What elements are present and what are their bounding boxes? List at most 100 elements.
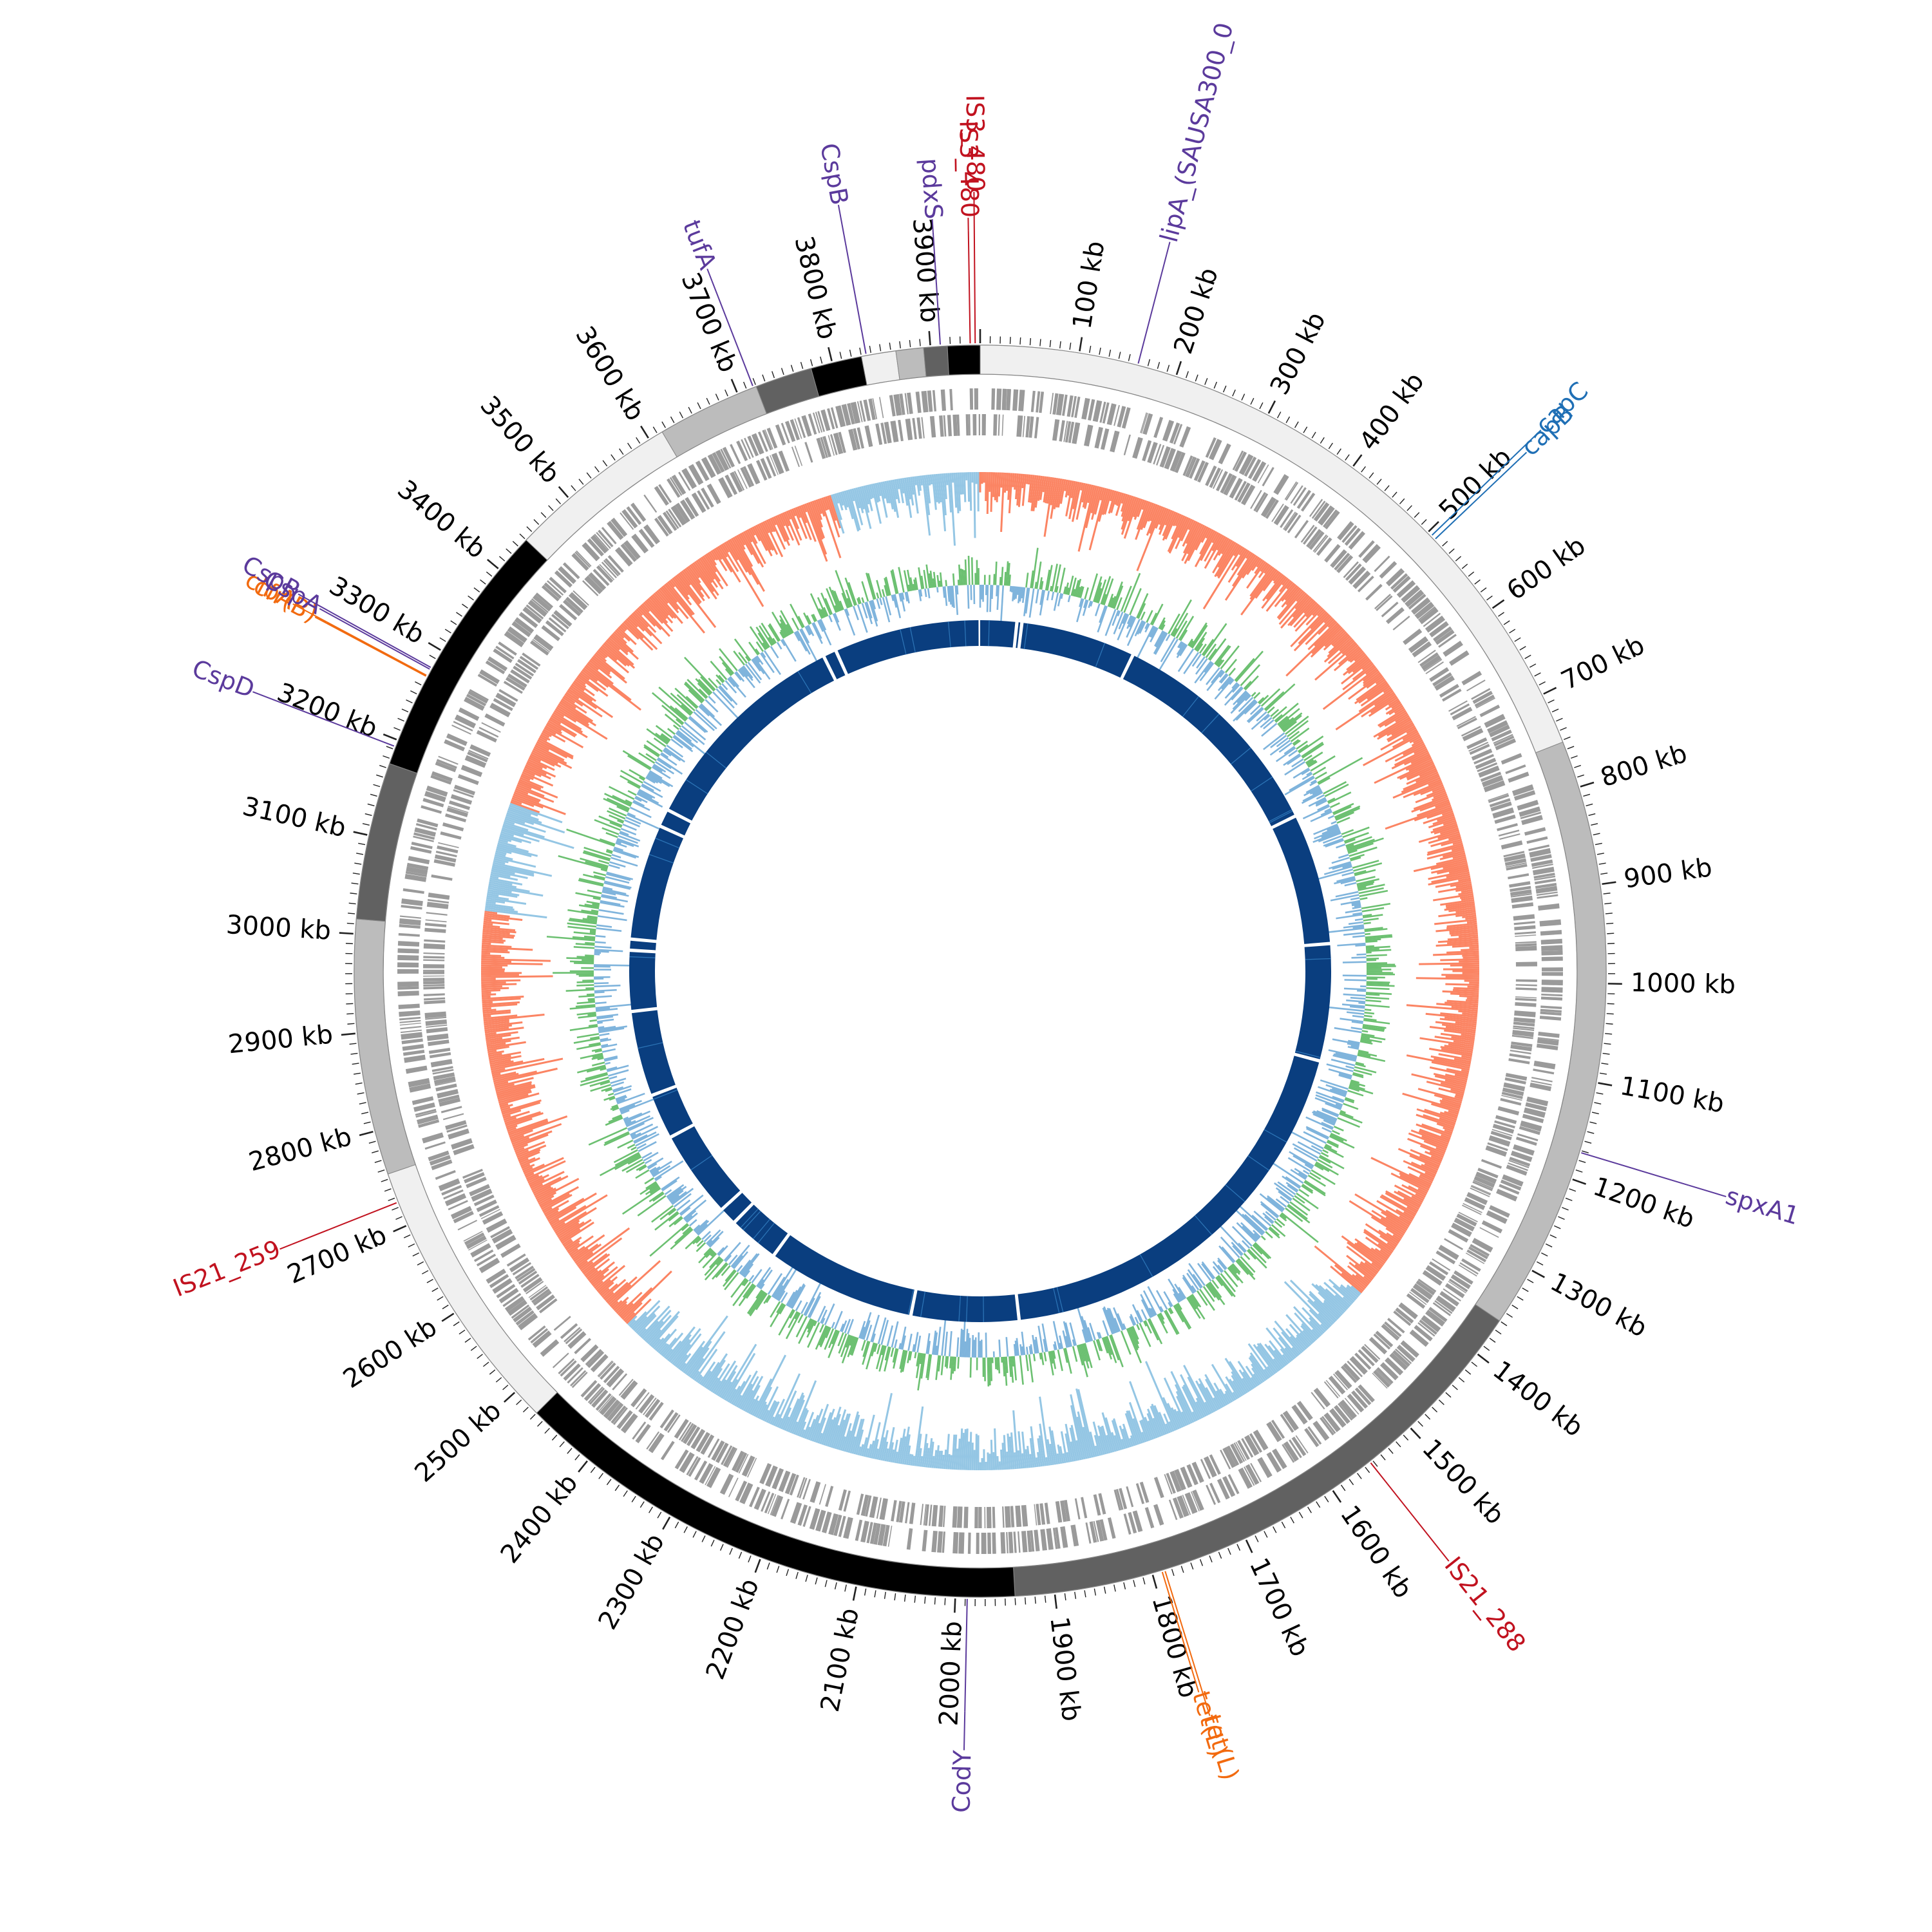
gc-skew-bar	[863, 485, 870, 505]
gc-skew-bar	[1267, 1345, 1285, 1367]
gc-skew-bar	[846, 1411, 859, 1453]
gc-content-bar	[820, 592, 831, 616]
gc-content-bar	[609, 786, 635, 800]
feature-block	[449, 800, 471, 810]
feature-block	[1312, 1421, 1330, 1441]
gc-skew-bar	[531, 1183, 544, 1191]
gc-content-bar	[1235, 700, 1257, 721]
feature-block	[560, 1323, 578, 1340]
gc-skew-bar	[973, 472, 976, 538]
gc-content-bar	[1079, 598, 1083, 607]
gc-content-bar	[1206, 1283, 1220, 1301]
gc-content-bar	[626, 1115, 650, 1128]
gc-content-bar	[630, 1132, 641, 1139]
gc-skew-bar	[857, 1446, 862, 1455]
gc-content-bar	[688, 689, 703, 704]
gc-content-bar	[569, 1005, 596, 1010]
gc-skew-bar	[1354, 652, 1365, 662]
feature-block	[423, 975, 445, 977]
gc-content-bar	[1276, 737, 1289, 748]
gc-content-bar	[1294, 1168, 1308, 1178]
feature-block	[1457, 717, 1477, 730]
gc-skew-bar	[545, 1210, 559, 1219]
feature-block	[1513, 1025, 1535, 1030]
gc-skew-bar	[1405, 757, 1432, 771]
feature-block	[1070, 1524, 1079, 1547]
feature-block	[1495, 1115, 1517, 1124]
gc-content-bar	[700, 703, 715, 717]
feature-block	[1452, 706, 1473, 721]
gc-skew-bar	[650, 595, 669, 616]
feature-block	[645, 1399, 661, 1418]
gc-content-bar	[1310, 779, 1317, 784]
gc-content-bar	[1007, 563, 1010, 586]
gc-content-bar	[1275, 747, 1296, 762]
feature-block	[1170, 1470, 1182, 1493]
gc-content-bar	[1008, 1356, 1012, 1378]
gc-skew-bar	[584, 1267, 596, 1276]
gc-skew-bar	[755, 524, 773, 556]
gc-content-bar	[1262, 1212, 1274, 1224]
minor-tick	[362, 823, 370, 826]
minor-tick	[1069, 342, 1072, 350]
gc-skew-bar	[996, 472, 999, 502]
gc-content-bar	[1186, 1273, 1200, 1291]
feature-block	[766, 427, 778, 449]
feature-block	[436, 759, 457, 769]
feature-block	[469, 688, 489, 701]
feature-block	[887, 1526, 893, 1547]
gc-content-bar	[722, 1270, 737, 1287]
gc-content-bar	[650, 1166, 661, 1174]
gc-skew-bar	[1057, 1444, 1063, 1464]
gc-skew-bar	[1053, 478, 1061, 509]
feature-block	[1473, 1179, 1493, 1189]
feature-block	[789, 1474, 799, 1496]
blast-hit-block	[912, 1290, 1018, 1322]
gc-content-bar	[632, 1126, 659, 1140]
gc-skew-bar	[986, 472, 989, 515]
gc-content-bar	[1160, 637, 1176, 663]
gc-skew-bar	[687, 565, 701, 583]
gc-content-bar	[1076, 587, 1081, 598]
gc-skew-bar	[819, 1412, 832, 1444]
feature-block	[614, 547, 633, 567]
gc-content-bar	[819, 608, 824, 619]
feature-block	[1515, 934, 1537, 937]
feature-block	[441, 1185, 462, 1196]
feature-block	[1448, 1280, 1466, 1294]
gc-content-bar	[1025, 1347, 1029, 1355]
feature-block	[1451, 1222, 1472, 1237]
gc-content-bar	[1177, 1302, 1182, 1311]
gc-skew-bar	[1332, 1285, 1354, 1304]
gc-content-bar	[1224, 686, 1243, 706]
minor-tick	[805, 1575, 808, 1582]
feature-block	[670, 505, 687, 526]
gc-skew-bar	[1273, 1327, 1298, 1358]
gc-content-bar	[575, 943, 595, 946]
gc-skew-bar	[722, 542, 730, 553]
gc-content-bar	[1078, 585, 1083, 598]
gc-content-bar	[688, 715, 708, 733]
gc-content-bar	[1196, 643, 1204, 652]
gc-content-bar	[864, 601, 873, 625]
gc-content-bar	[1002, 1356, 1005, 1377]
gc-skew-bar	[565, 1240, 580, 1251]
gc-content-bar	[933, 1332, 938, 1355]
gc-skew-bar	[865, 1448, 869, 1457]
feature-block	[828, 435, 835, 456]
gc-skew-bar	[1065, 480, 1070, 498]
gc-skew-bar	[1406, 770, 1438, 785]
gc-content-bar	[918, 567, 923, 590]
gc-skew-bar	[1309, 1320, 1323, 1336]
gc-skew-bar	[1469, 946, 1479, 949]
gc-skew-bar	[990, 1439, 993, 1470]
feature-block	[1030, 390, 1036, 412]
gc-content-bar	[1267, 1195, 1285, 1210]
feature-block	[529, 1286, 549, 1301]
gc-content-bar	[580, 857, 609, 867]
gc-content-bar	[732, 1281, 752, 1307]
feature-block	[1184, 1492, 1198, 1514]
feature-block	[1480, 772, 1502, 782]
gc-skew-bar	[576, 675, 599, 692]
feature-block	[1531, 1077, 1553, 1083]
